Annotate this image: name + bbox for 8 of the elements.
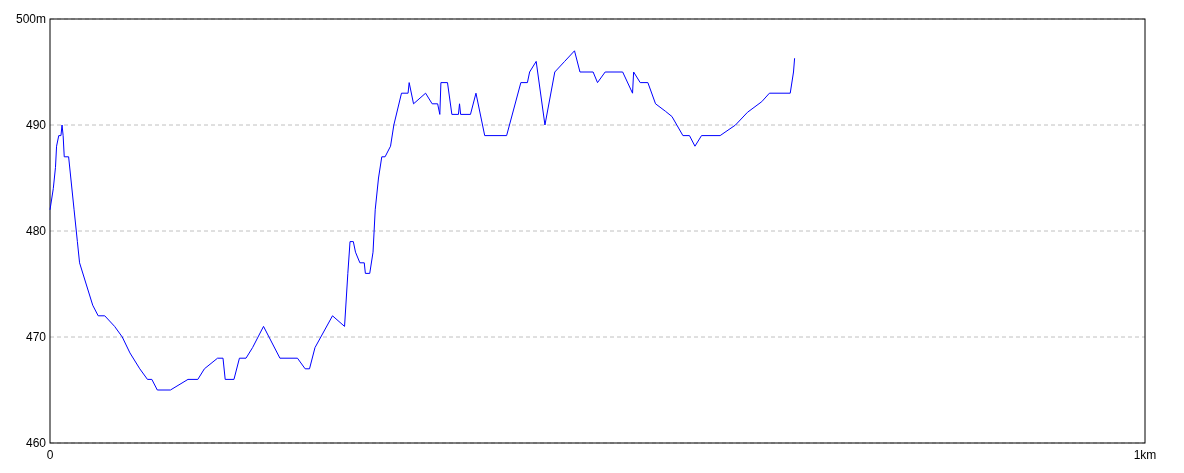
x-tick-label: 0	[46, 448, 54, 462]
x-tick-label: 1km	[1133, 448, 1157, 462]
y-tick-label: 470	[25, 330, 47, 345]
y-tick-label: 500m	[15, 12, 46, 27]
y-tick-label: 490	[25, 118, 47, 133]
line-series	[49, 50, 796, 391]
y-tick-label: 460	[25, 436, 47, 451]
y-tick-label: 480	[25, 224, 47, 239]
